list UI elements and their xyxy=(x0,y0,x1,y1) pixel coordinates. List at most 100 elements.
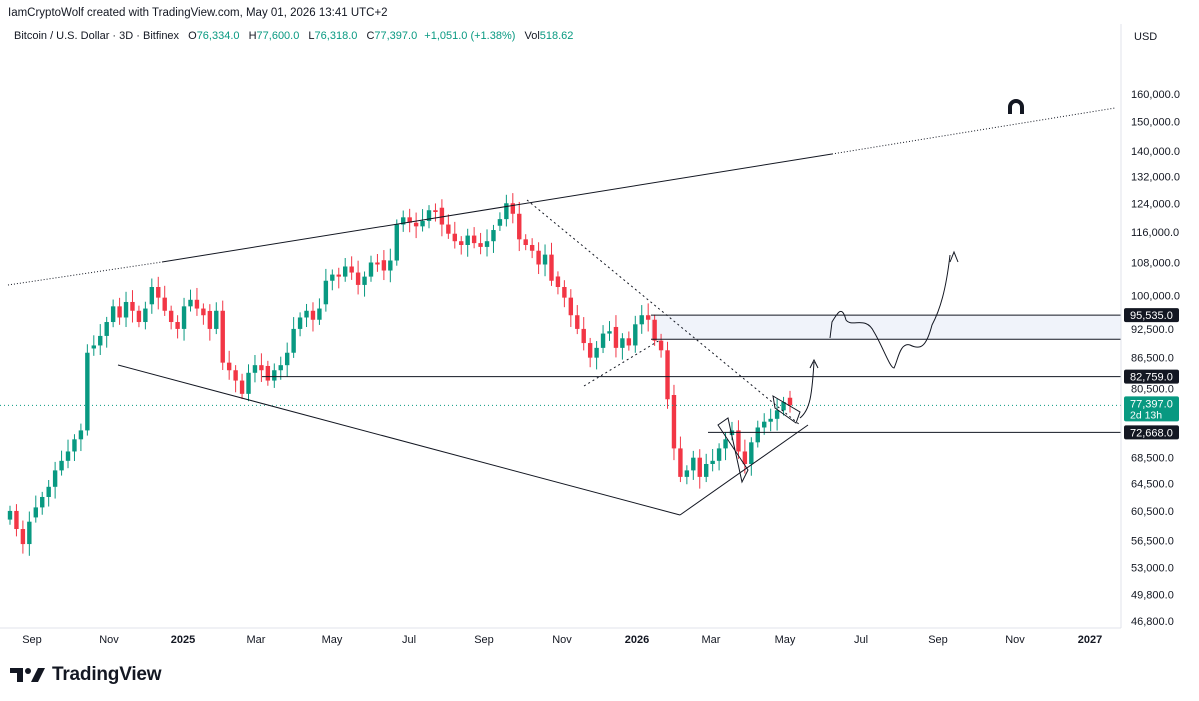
candle-body xyxy=(46,486,51,497)
candle-body xyxy=(407,217,412,223)
candle-body xyxy=(562,287,567,298)
candle-body xyxy=(278,365,283,371)
candle-body xyxy=(439,207,445,225)
candle-body xyxy=(607,331,612,334)
rising-support-line xyxy=(679,424,809,516)
y-tick-label: 60,500.0 xyxy=(1131,506,1174,518)
candle-body xyxy=(736,430,741,452)
y-tick-label: 49,800.0 xyxy=(1131,589,1174,601)
x-tick-label: 2026 xyxy=(625,634,649,646)
candle-body xyxy=(484,241,490,247)
candle-body xyxy=(59,460,64,471)
descending-dotted-trendline xyxy=(526,199,801,426)
change-value: +1,051.0 (+1.38%) xyxy=(424,30,516,42)
candle-body xyxy=(471,235,477,244)
candle-body xyxy=(156,287,161,298)
candle-body xyxy=(426,210,432,221)
volume-label: Vol xyxy=(524,30,540,42)
candle-body xyxy=(703,463,709,477)
high-value: 77,600.0 xyxy=(256,30,300,42)
candle-body xyxy=(162,297,167,311)
candle-body xyxy=(542,254,548,265)
candle-body xyxy=(549,254,554,281)
candle-body xyxy=(452,233,457,242)
candle-body xyxy=(517,213,522,240)
candle-body xyxy=(272,370,277,381)
candle-body xyxy=(394,224,399,261)
candle-body xyxy=(214,310,219,329)
candle-body xyxy=(246,372,251,394)
projection-path-short xyxy=(799,361,815,419)
lower-trendline xyxy=(117,364,681,516)
candle-body xyxy=(665,350,670,400)
candle-body xyxy=(510,203,516,214)
low-value: 76,318.0 xyxy=(314,30,358,42)
price-level-badge xyxy=(1124,369,1179,384)
candle-body xyxy=(265,365,271,381)
y-tick-label: 86,500.0 xyxy=(1131,353,1174,365)
price-level-label: 95,535.0 xyxy=(1130,310,1173,322)
candle-body xyxy=(375,262,380,265)
candle-body xyxy=(787,397,793,406)
candle-body xyxy=(104,322,109,336)
candle-body xyxy=(587,343,593,358)
candle-body xyxy=(633,324,638,346)
candle-body xyxy=(478,243,483,247)
candle-body xyxy=(459,241,464,245)
y-tick-label: 116,000.0 xyxy=(1131,227,1179,239)
candle-body xyxy=(774,410,780,419)
y-tick-label: 92,500.0 xyxy=(1131,324,1174,336)
candle-body xyxy=(123,301,129,318)
x-tick-label: 2025 xyxy=(171,634,195,646)
price-level-label: 72,668.0 xyxy=(1130,427,1173,439)
candle-body xyxy=(536,250,541,265)
candle-body xyxy=(220,310,225,363)
candle-body xyxy=(749,442,754,464)
x-tick-label: May xyxy=(322,634,343,646)
candle-body xyxy=(27,521,32,545)
candle-body xyxy=(768,418,773,422)
candle-body xyxy=(710,460,715,464)
tradingview-logo[interactable]: TradingView xyxy=(10,664,162,686)
candle-body xyxy=(207,310,213,329)
y-tick-label: 108,000.0 xyxy=(1131,257,1180,269)
candle-body xyxy=(33,507,38,518)
projection-path-long xyxy=(829,254,951,369)
candle-body xyxy=(652,319,657,341)
candle-body xyxy=(626,338,632,346)
candle-body xyxy=(194,299,200,309)
candle-body xyxy=(65,451,71,461)
candle-body xyxy=(284,352,290,366)
current-price-badge xyxy=(1124,396,1179,422)
projection-arrowhead-long xyxy=(949,250,959,263)
candle-body xyxy=(343,266,348,277)
candle-body xyxy=(226,362,232,371)
candle-body xyxy=(684,470,690,477)
candle-body xyxy=(78,430,84,440)
candle-body xyxy=(504,203,509,220)
ohlc-legend: Bitcoin / U.S. Dollar · 3D · Bitfinex O7… xyxy=(14,30,573,42)
candle-body xyxy=(317,308,322,320)
upper-trendline xyxy=(161,153,833,263)
x-tick-label: Sep xyxy=(22,634,42,646)
candle-body xyxy=(575,315,580,329)
close-label: C xyxy=(366,30,375,42)
y-tick-label: 132,000.0 xyxy=(1131,171,1180,183)
y-tick-label: 140,000.0 xyxy=(1131,146,1180,158)
candle-body xyxy=(201,308,206,316)
candle-body xyxy=(620,338,625,348)
x-tick-label: Jul xyxy=(402,634,416,646)
candle-body xyxy=(330,274,335,281)
candle-body xyxy=(40,496,45,508)
candle-body xyxy=(465,235,470,245)
candle-body xyxy=(323,280,329,305)
candle-body xyxy=(175,322,180,329)
y-tick-label: 68,500.0 xyxy=(1131,453,1174,465)
candle-body xyxy=(613,326,619,348)
x-tick-label: 2027 xyxy=(1078,634,1102,646)
candle-body xyxy=(420,220,425,227)
y-tick-label: 150,000.0 xyxy=(1131,117,1180,129)
candle-body xyxy=(716,448,722,461)
candle-body xyxy=(523,239,528,245)
